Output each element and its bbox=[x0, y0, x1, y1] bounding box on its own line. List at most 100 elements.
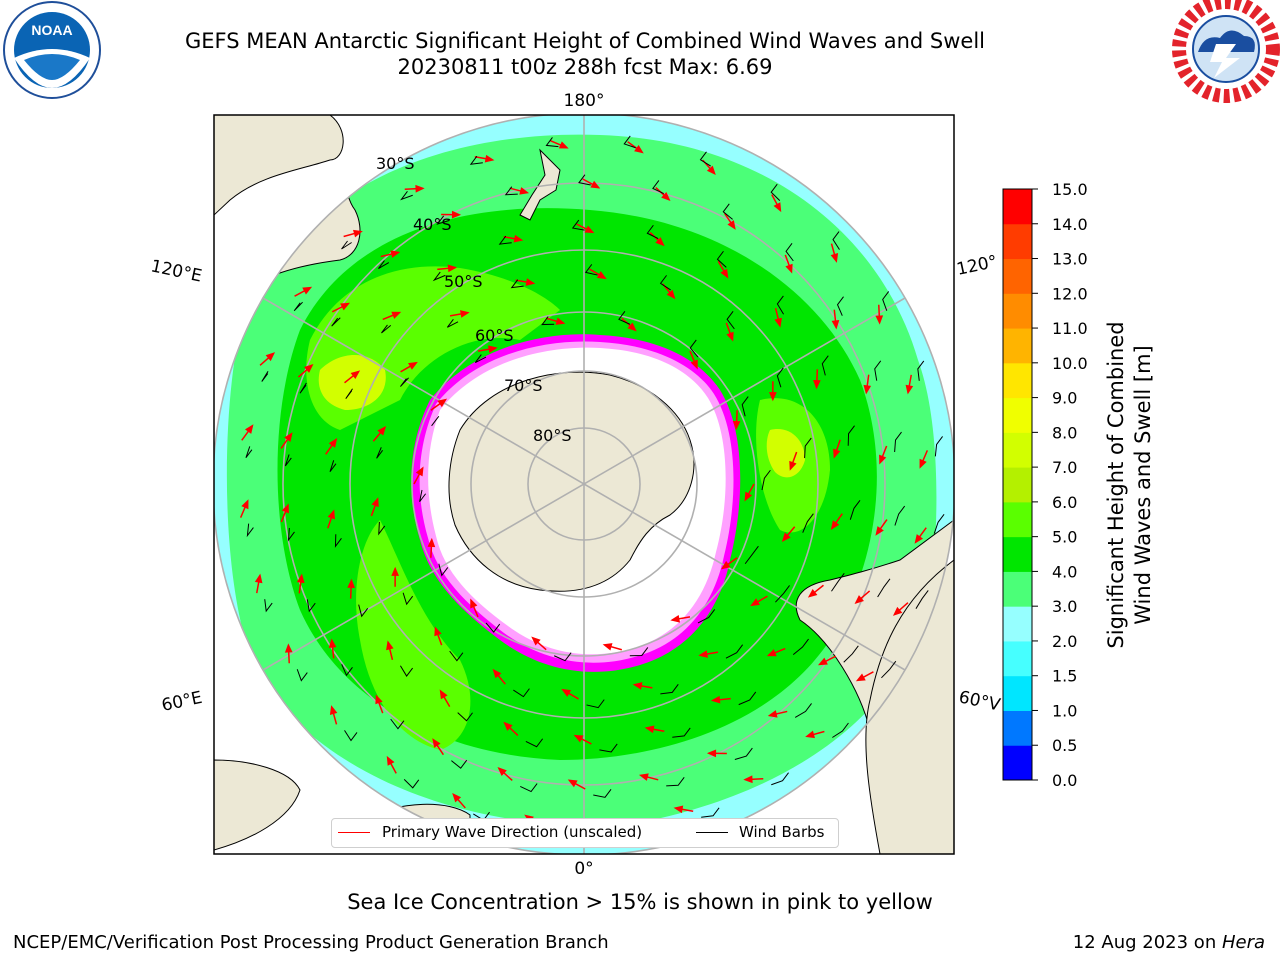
wind-barb bbox=[832, 722, 849, 738]
wind-barb bbox=[874, 360, 882, 381]
colorbar-tick-label: 14.0 bbox=[1052, 215, 1088, 234]
wind-barb bbox=[726, 311, 735, 330]
wave-arrow-head bbox=[743, 775, 753, 784]
wind-barb bbox=[378, 260, 390, 270]
colorbar-tick-label: 7.0 bbox=[1052, 458, 1077, 477]
wave-arrow-head bbox=[854, 595, 864, 604]
colorbar-swatch bbox=[1003, 467, 1032, 503]
wind-barb bbox=[513, 688, 530, 698]
wind-barb bbox=[847, 425, 855, 446]
wind-barb bbox=[672, 727, 691, 738]
wind-barb bbox=[933, 513, 945, 534]
wave-arrow-head bbox=[555, 317, 566, 325]
wind-barbs-legend-label: Wind Barbs bbox=[739, 823, 825, 841]
wind-barb bbox=[525, 738, 544, 748]
wave-arrow-head bbox=[596, 271, 607, 280]
colorbar-swatch bbox=[1003, 675, 1032, 711]
wave-arrow-head bbox=[328, 438, 338, 448]
lon-label-120w: 120° bbox=[955, 252, 999, 280]
graticule bbox=[214, 115, 954, 854]
wave-arrow-head bbox=[327, 509, 335, 520]
wind-barb bbox=[541, 316, 555, 326]
wave-direction-legend-swatch bbox=[338, 832, 370, 833]
wind-barb bbox=[457, 712, 473, 722]
wind-barb bbox=[381, 324, 392, 334]
wave-arrow-head bbox=[439, 689, 448, 700]
wind-barb bbox=[334, 534, 342, 548]
colorbar-swatch bbox=[1003, 745, 1032, 781]
footer-date: 12 Aug 2023 on Hera bbox=[1073, 932, 1265, 953]
colorbar-label-line2: Wind Waves and Swell [m] bbox=[1131, 345, 1155, 625]
wave-arrow-head bbox=[265, 352, 276, 362]
wave-arrow-head bbox=[340, 302, 351, 311]
wave-arrow-head bbox=[371, 497, 379, 508]
wind-barb bbox=[725, 644, 744, 659]
wave-arrow-head bbox=[567, 779, 578, 788]
footer-branch: NCEP/EMC/Verification Post Processing Pr… bbox=[13, 932, 609, 953]
wave-arrow-head bbox=[302, 286, 313, 295]
wave-arrow-head bbox=[329, 705, 338, 715]
lat-label-70: 70°S bbox=[504, 376, 543, 395]
wave-arrow-head bbox=[892, 606, 903, 616]
colorbar-swatch bbox=[1003, 571, 1032, 607]
wave-arrow-head bbox=[673, 805, 684, 814]
colorbar-swatch bbox=[1003, 501, 1032, 538]
map-legend: Primary Wave Direction (unscaled) Wind B… bbox=[331, 818, 839, 848]
wave-arrow-head bbox=[460, 310, 470, 318]
wind-barb bbox=[741, 396, 749, 417]
wind-barb bbox=[660, 684, 679, 695]
wave-arrow-head bbox=[284, 643, 293, 653]
lon-label-120e: 120°E bbox=[149, 256, 204, 286]
wind-barb bbox=[403, 779, 420, 789]
map-panel bbox=[214, 115, 954, 854]
colorbar-swatch bbox=[1003, 189, 1032, 225]
wind-barb bbox=[761, 469, 771, 491]
wave-arrow-head bbox=[244, 424, 254, 434]
wave-arrow-head bbox=[706, 749, 717, 758]
wave-arrow-head bbox=[503, 721, 513, 731]
wave-arrow-head bbox=[634, 144, 644, 154]
wind-barb bbox=[261, 371, 269, 382]
wind-barbs-legend-swatch bbox=[696, 832, 728, 833]
wind-barb bbox=[431, 415, 440, 427]
lat-label-60: 60°S bbox=[475, 326, 514, 345]
wave-arrow-head bbox=[666, 289, 676, 300]
latitude-labels: 30°S 40°S 50°S 60°S 70°S 80°S bbox=[376, 154, 572, 445]
wind-barb bbox=[785, 243, 794, 262]
wave-arrow-head bbox=[470, 598, 478, 609]
wave-arrow-head bbox=[434, 626, 442, 637]
wind-barb bbox=[623, 135, 636, 149]
wind-barb bbox=[378, 521, 386, 536]
wind-barb bbox=[329, 460, 337, 473]
colorbar-tick-label: 3.0 bbox=[1052, 597, 1077, 616]
wave-max-west bbox=[318, 355, 386, 410]
wind-barb bbox=[402, 592, 414, 606]
wave-arrow-head bbox=[805, 730, 815, 739]
wind-barb bbox=[894, 505, 906, 526]
wave-arrow-head bbox=[487, 345, 498, 354]
wind-barb bbox=[446, 318, 459, 328]
wave-arrow-head bbox=[690, 359, 698, 370]
wind-barb bbox=[894, 431, 902, 453]
wind-barb bbox=[877, 578, 891, 598]
wind-barb bbox=[438, 563, 449, 577]
footer-date-text: 12 Aug 2023 on bbox=[1072, 932, 1222, 953]
wind-barb bbox=[652, 180, 664, 195]
wind-barb bbox=[331, 317, 341, 327]
colorbar-tick-label: 0.5 bbox=[1052, 736, 1077, 755]
wave-arrow-head bbox=[558, 141, 569, 149]
wave-arrow-head bbox=[415, 466, 424, 477]
lon-label-top: 180° bbox=[564, 91, 605, 111]
wind-barb bbox=[915, 590, 929, 609]
wave-arrow-head bbox=[254, 573, 263, 584]
wave-arrow-head bbox=[831, 320, 840, 330]
wind-barb bbox=[545, 137, 559, 148]
wind-barb bbox=[629, 647, 649, 657]
colorbar-swatch bbox=[1003, 710, 1032, 746]
colorbar-tick-label: 6.0 bbox=[1052, 493, 1077, 512]
wave-arrow-head bbox=[390, 250, 401, 258]
wind-barb bbox=[843, 645, 859, 663]
wind-barb bbox=[345, 388, 353, 399]
wave-arrow-head bbox=[768, 392, 777, 402]
wind-barb bbox=[341, 240, 352, 250]
